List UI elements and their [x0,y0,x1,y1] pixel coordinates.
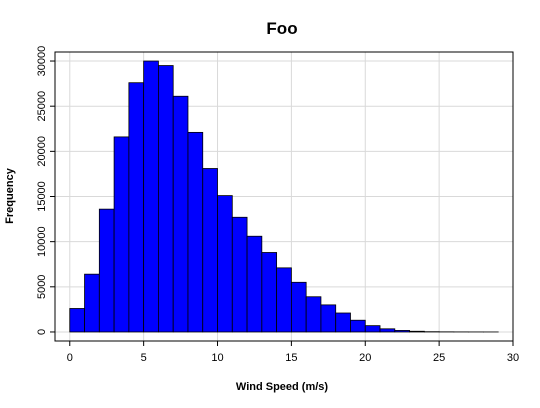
y-tick-label: 15000 [36,181,48,212]
x-tick-label: 5 [141,352,147,364]
bars [69,60,499,333]
histogram-bar [379,328,396,333]
x-tick-label: 30 [507,352,519,364]
x-tick-label: 15 [285,352,297,364]
x-tick-label: 20 [359,352,371,364]
y-tick-label: 20000 [36,136,48,167]
histogram-bar [187,131,204,333]
y-tick-label: 25000 [36,91,48,122]
y-tick-label: 5000 [36,275,48,299]
histogram-bar [84,273,100,333]
chart-title: Foo [266,19,297,38]
histogram-bar [335,312,351,333]
histogram-bar [158,65,174,333]
histogram-bar [128,82,145,333]
histogram-bar [143,60,159,333]
histogram-bar [261,252,278,333]
x-tick-label: 25 [433,352,445,364]
histogram-bar [217,195,233,333]
histogram-bar [305,296,322,333]
y-axis-label: Frequency [4,167,16,224]
histogram-bar [320,304,337,333]
histogram-bar [290,281,307,333]
y-tick-label: 30000 [36,46,48,77]
histogram-bar [202,168,218,333]
histogram-bar [231,216,248,333]
histogram-bar [172,95,189,333]
y-axis: 0 5000 10000 15000 20000 25000 30000 [36,46,55,335]
histogram-bar [276,267,292,333]
x-axis-label: Wind Speed (m/s) [236,381,329,393]
histogram-bar [113,136,130,333]
histogram-bar [409,330,425,333]
histogram-bar [69,308,85,333]
x-tick-label: 10 [211,352,223,364]
histogram-bar [394,330,410,333]
histogram-bar [350,319,366,333]
y-tick-label: 0 [36,329,48,335]
histogram-bar [246,235,263,333]
histogram-bar [364,325,381,333]
x-axis: 0 5 10 15 20 25 30 [67,341,519,364]
histogram-bar [98,208,115,333]
x-tick-label: 0 [67,352,73,364]
y-tick-label: 10000 [36,226,48,257]
